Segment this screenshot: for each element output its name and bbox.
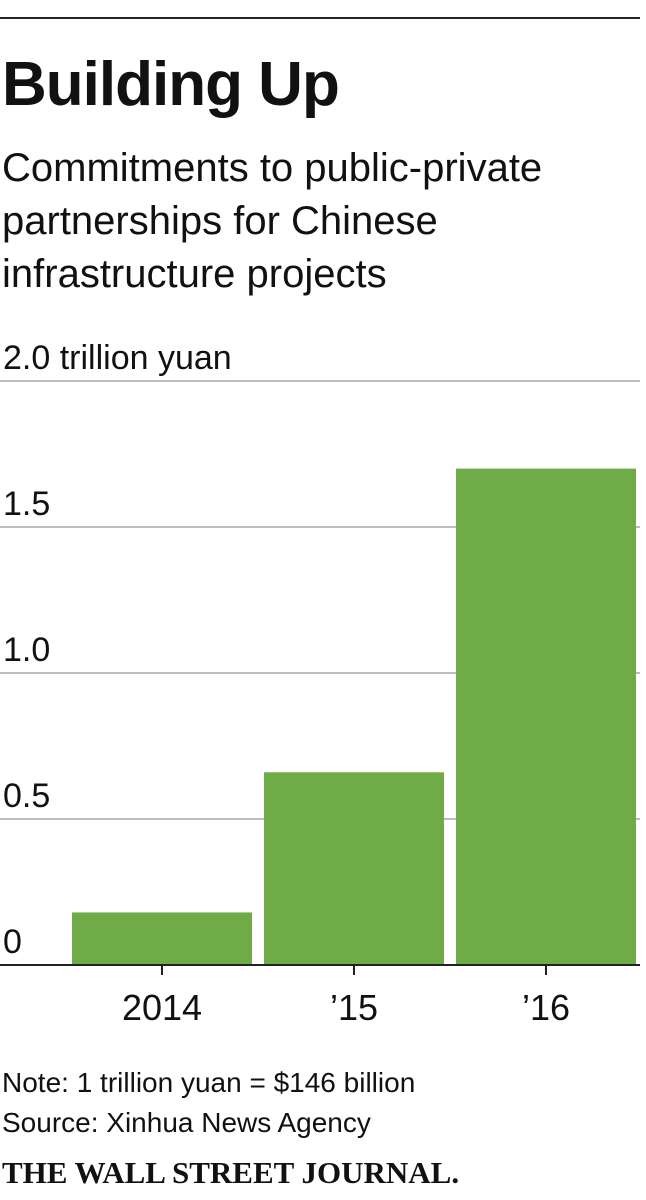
- x-tick-label: ’15: [330, 987, 378, 1028]
- x-tick-label: ’16: [522, 987, 570, 1028]
- note: Note: 1 trillion yuan = $146 billion: [2, 1067, 416, 1098]
- x-tick-label: 2014: [122, 987, 202, 1028]
- publisher: THE WALL STREET JOURNAL.: [2, 1155, 460, 1190]
- chart-title: Building Up: [2, 50, 340, 119]
- y-tick-label: 2.0 trillion yuan: [3, 339, 232, 377]
- bar: [264, 772, 444, 965]
- y-tick-label: 1.0: [3, 631, 50, 669]
- bar: [456, 468, 636, 965]
- chart-subtitle: Commitments to public-private partnershi…: [2, 146, 543, 296]
- y-tick-label: 0: [3, 923, 22, 961]
- source: Source: Xinhua News Agency: [2, 1107, 371, 1138]
- y-tick-label: 0.5: [3, 777, 50, 815]
- y-tick-label: 1.5: [3, 485, 50, 523]
- bar: [72, 912, 252, 965]
